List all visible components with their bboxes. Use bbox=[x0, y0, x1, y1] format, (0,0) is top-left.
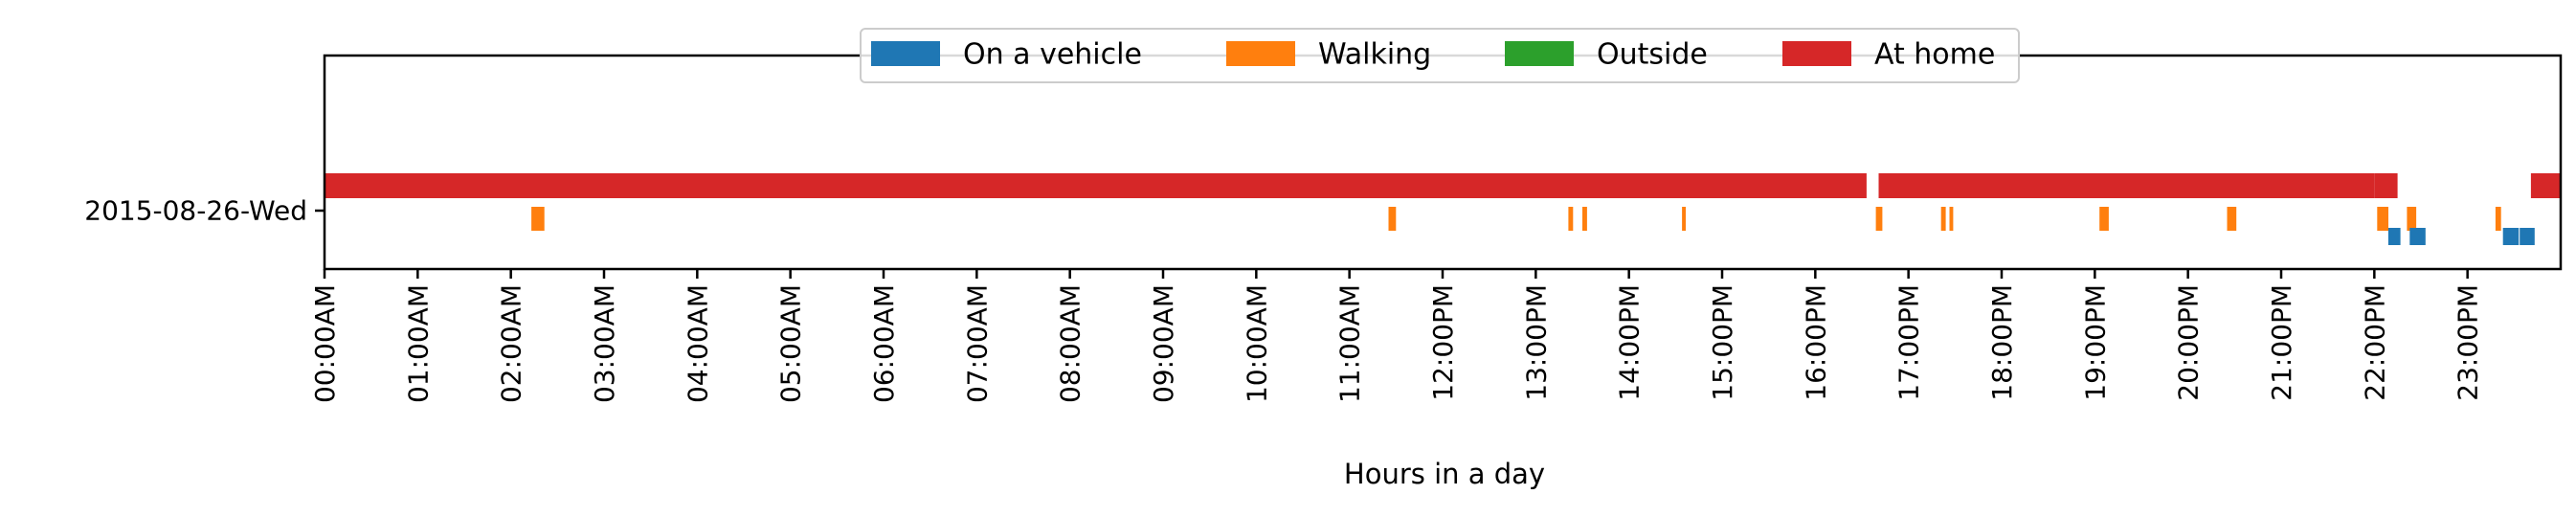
plot-frame bbox=[323, 54, 2563, 271]
walking-bar bbox=[1388, 207, 1397, 231]
legend-swatch bbox=[1782, 41, 1851, 66]
x-axis-ticks: 00:00AM 01:00AM 02:00AM 03:00AM 04:00AM 05:00… bbox=[309, 269, 2484, 403]
x-tick-label: 09:00AM bbox=[1148, 284, 1179, 403]
x-tick-label: 12:00PM bbox=[1427, 284, 1459, 401]
walking-bar bbox=[531, 207, 545, 231]
x-tick-label: 20:00PM bbox=[2173, 284, 2205, 401]
walking-bar bbox=[2495, 207, 2501, 231]
row-label: 2015-08-26-Wed bbox=[84, 195, 307, 227]
legend: On a vehicle Walking Outside At home bbox=[860, 28, 2020, 83]
legend-label: On a vehicle bbox=[963, 38, 1142, 72]
x-tick-label: 22:00PM bbox=[2359, 284, 2390, 401]
activity-bars bbox=[325, 173, 2561, 245]
walking-bar bbox=[1582, 207, 1587, 231]
x-tick-label: 18:00PM bbox=[1986, 284, 2018, 401]
x-tick-label: 00:00AM bbox=[309, 284, 341, 403]
x-tick-label: 02:00AM bbox=[496, 284, 527, 403]
x-tick-label: 15:00PM bbox=[1707, 284, 1738, 401]
x-tick-label: 11:00AM bbox=[1334, 284, 1366, 403]
on-a-vehicle-bar bbox=[2409, 228, 2426, 245]
x-tick-label: 07:00AM bbox=[961, 284, 993, 403]
walking-bar bbox=[2099, 207, 2109, 231]
x-tick-label: 04:00AM bbox=[682, 284, 713, 403]
walking-bar bbox=[1682, 207, 1686, 231]
legend-label: At home bbox=[1874, 38, 1995, 72]
x-tick-label: 14:00PM bbox=[1614, 284, 1646, 401]
x-tick-label: 19:00PM bbox=[2079, 284, 2111, 401]
at-home-bar bbox=[325, 173, 1867, 198]
legend-swatch bbox=[1226, 41, 1295, 66]
walking-bar bbox=[1875, 207, 1883, 231]
x-axis-label: Hours in a day bbox=[1344, 458, 1545, 490]
walking-bar bbox=[2407, 207, 2417, 231]
x-tick-label: 05:00AM bbox=[775, 284, 807, 403]
walking-bar bbox=[1940, 207, 1946, 231]
legend-label: Walking bbox=[1318, 38, 1431, 72]
x-tick-label: 06:00AM bbox=[868, 284, 900, 403]
on-a-vehicle-bar bbox=[2520, 228, 2535, 245]
x-tick-label: 01:00AM bbox=[402, 284, 434, 403]
on-a-vehicle-bar bbox=[2502, 228, 2520, 245]
at-home-bar bbox=[2374, 173, 2398, 198]
legend-entries: On a vehicle Walking Outside At home bbox=[871, 38, 1995, 72]
x-tick-label: 16:00PM bbox=[1800, 284, 1831, 401]
legend-box bbox=[860, 28, 2020, 83]
at-home-bar bbox=[1878, 173, 2375, 198]
legend-swatch bbox=[871, 41, 940, 66]
x-tick-label: 13:00PM bbox=[1520, 284, 1552, 401]
x-tick-label: 23:00PM bbox=[2453, 284, 2484, 401]
on-a-vehicle-bar bbox=[2387, 228, 2401, 245]
at-home-bar bbox=[2530, 173, 2561, 198]
legend-label: Outside bbox=[1597, 38, 1708, 72]
x-tick-label: 17:00PM bbox=[1893, 284, 1925, 401]
walking-bar bbox=[2227, 207, 2237, 231]
x-tick-label: 10:00AM bbox=[1241, 284, 1272, 403]
x-tick-label: 03:00AM bbox=[589, 284, 620, 403]
walking-bar bbox=[2377, 207, 2388, 231]
walking-bar bbox=[1568, 207, 1574, 231]
walking-bar bbox=[1949, 207, 1954, 231]
x-tick-label: 08:00AM bbox=[1055, 284, 1086, 403]
legend-swatch bbox=[1505, 41, 1574, 66]
x-tick-label: 21:00PM bbox=[2266, 284, 2297, 401]
